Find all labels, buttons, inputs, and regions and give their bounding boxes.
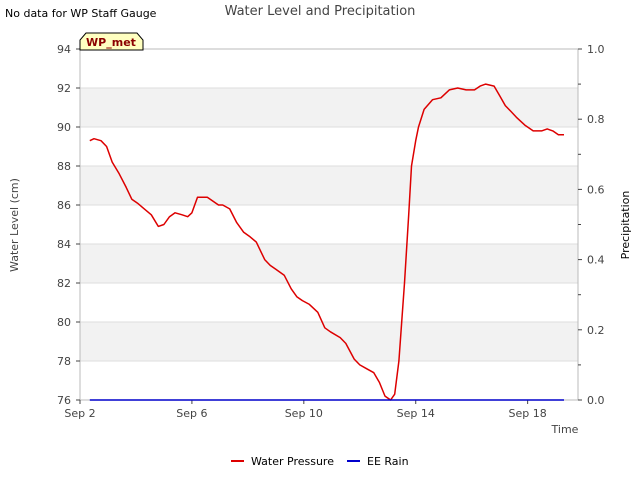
grid-band [80, 244, 578, 283]
x-axis: Sep 2 Sep 6 Sep 10 Sep 14 Sep 18 [64, 400, 547, 420]
y-tick-label: 84 [57, 238, 71, 251]
y2-tick-label: 0.6 [587, 183, 605, 196]
left-axis: 76 78 80 82 84 86 88 90 92 94 [57, 43, 80, 407]
y2-tick-label: 0.4 [587, 254, 605, 267]
series-lines [89, 83, 564, 401]
site-badge-box [79, 32, 144, 51]
y2-tick-label: 0.2 [587, 324, 605, 337]
y-tick-label: 88 [57, 160, 71, 173]
site-badge: WP_met [79, 32, 144, 51]
y-tick-label: 92 [57, 82, 71, 95]
x-tick-label: Sep 14 [397, 407, 435, 420]
grid-band [80, 88, 578, 127]
y2-tick-label: 0.8 [587, 113, 605, 126]
y-tick-label: 76 [57, 394, 71, 407]
y-tick-label: 78 [57, 355, 71, 368]
y-tick-label: 90 [57, 121, 71, 134]
legend-label-water-pressure: Water Pressure [251, 455, 334, 468]
x-tick-label: Sep 6 [176, 407, 207, 420]
x-tick-label: Sep 18 [509, 407, 547, 420]
no-data-note: No data for WP Staff Gauge [5, 7, 157, 20]
right-axis: 0.0 0.2 0.4 0.6 0.8 1.0 [578, 43, 605, 407]
y-tick-label: 86 [57, 199, 71, 212]
y-tick-label: 80 [57, 316, 71, 329]
site-badge-label: WP_met [86, 36, 136, 49]
grid-band [80, 322, 578, 361]
chart-title: Water Level and Precipitation [225, 4, 416, 19]
y-axis-label: Water Level (cm) [8, 178, 21, 272]
series-line-water-pressure [89, 83, 564, 401]
grid-band [80, 166, 578, 205]
legend: Water Pressure EE Rain [231, 455, 409, 468]
background-bands [80, 88, 578, 361]
y2-tick-label: 1.0 [587, 43, 605, 56]
y2-tick-label: 0.0 [587, 394, 605, 407]
y-tick-label: 82 [57, 277, 71, 290]
y2-axis-label: Precipitation [619, 191, 632, 260]
legend-label-ee-rain: EE Rain [367, 455, 409, 468]
x-axis-label: Time [551, 423, 579, 436]
x-tick-label: Sep 10 [285, 407, 323, 420]
y-tick-label: 94 [57, 43, 71, 56]
x-tick-label: Sep 2 [64, 407, 95, 420]
